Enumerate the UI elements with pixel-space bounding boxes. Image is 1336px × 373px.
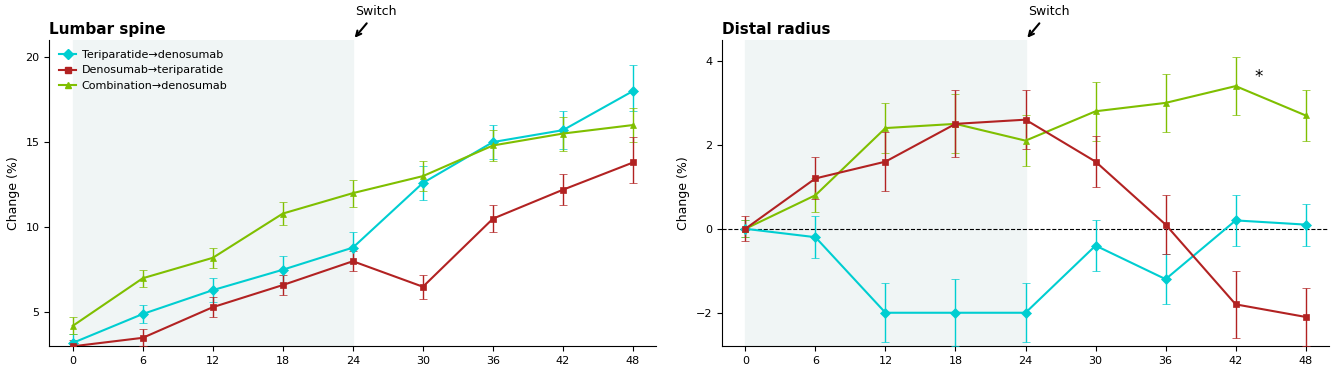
Y-axis label: Change (%): Change (%): [677, 156, 691, 230]
Bar: [72, 40, 353, 347]
Text: Distal radius: Distal radius: [721, 22, 831, 37]
Bar: [745, 40, 1026, 347]
Y-axis label: Change (%): Change (%): [7, 156, 20, 230]
Text: Lumbar spine: Lumbar spine: [49, 22, 166, 37]
Text: *: *: [1255, 68, 1264, 86]
Legend: Teriparatide→denosumab, Denosumab→teriparatide, Combination→denosumab: Teriparatide→denosumab, Denosumab→teripa…: [55, 46, 231, 95]
Text: Switch: Switch: [355, 5, 397, 36]
Text: Switch: Switch: [1029, 5, 1070, 36]
